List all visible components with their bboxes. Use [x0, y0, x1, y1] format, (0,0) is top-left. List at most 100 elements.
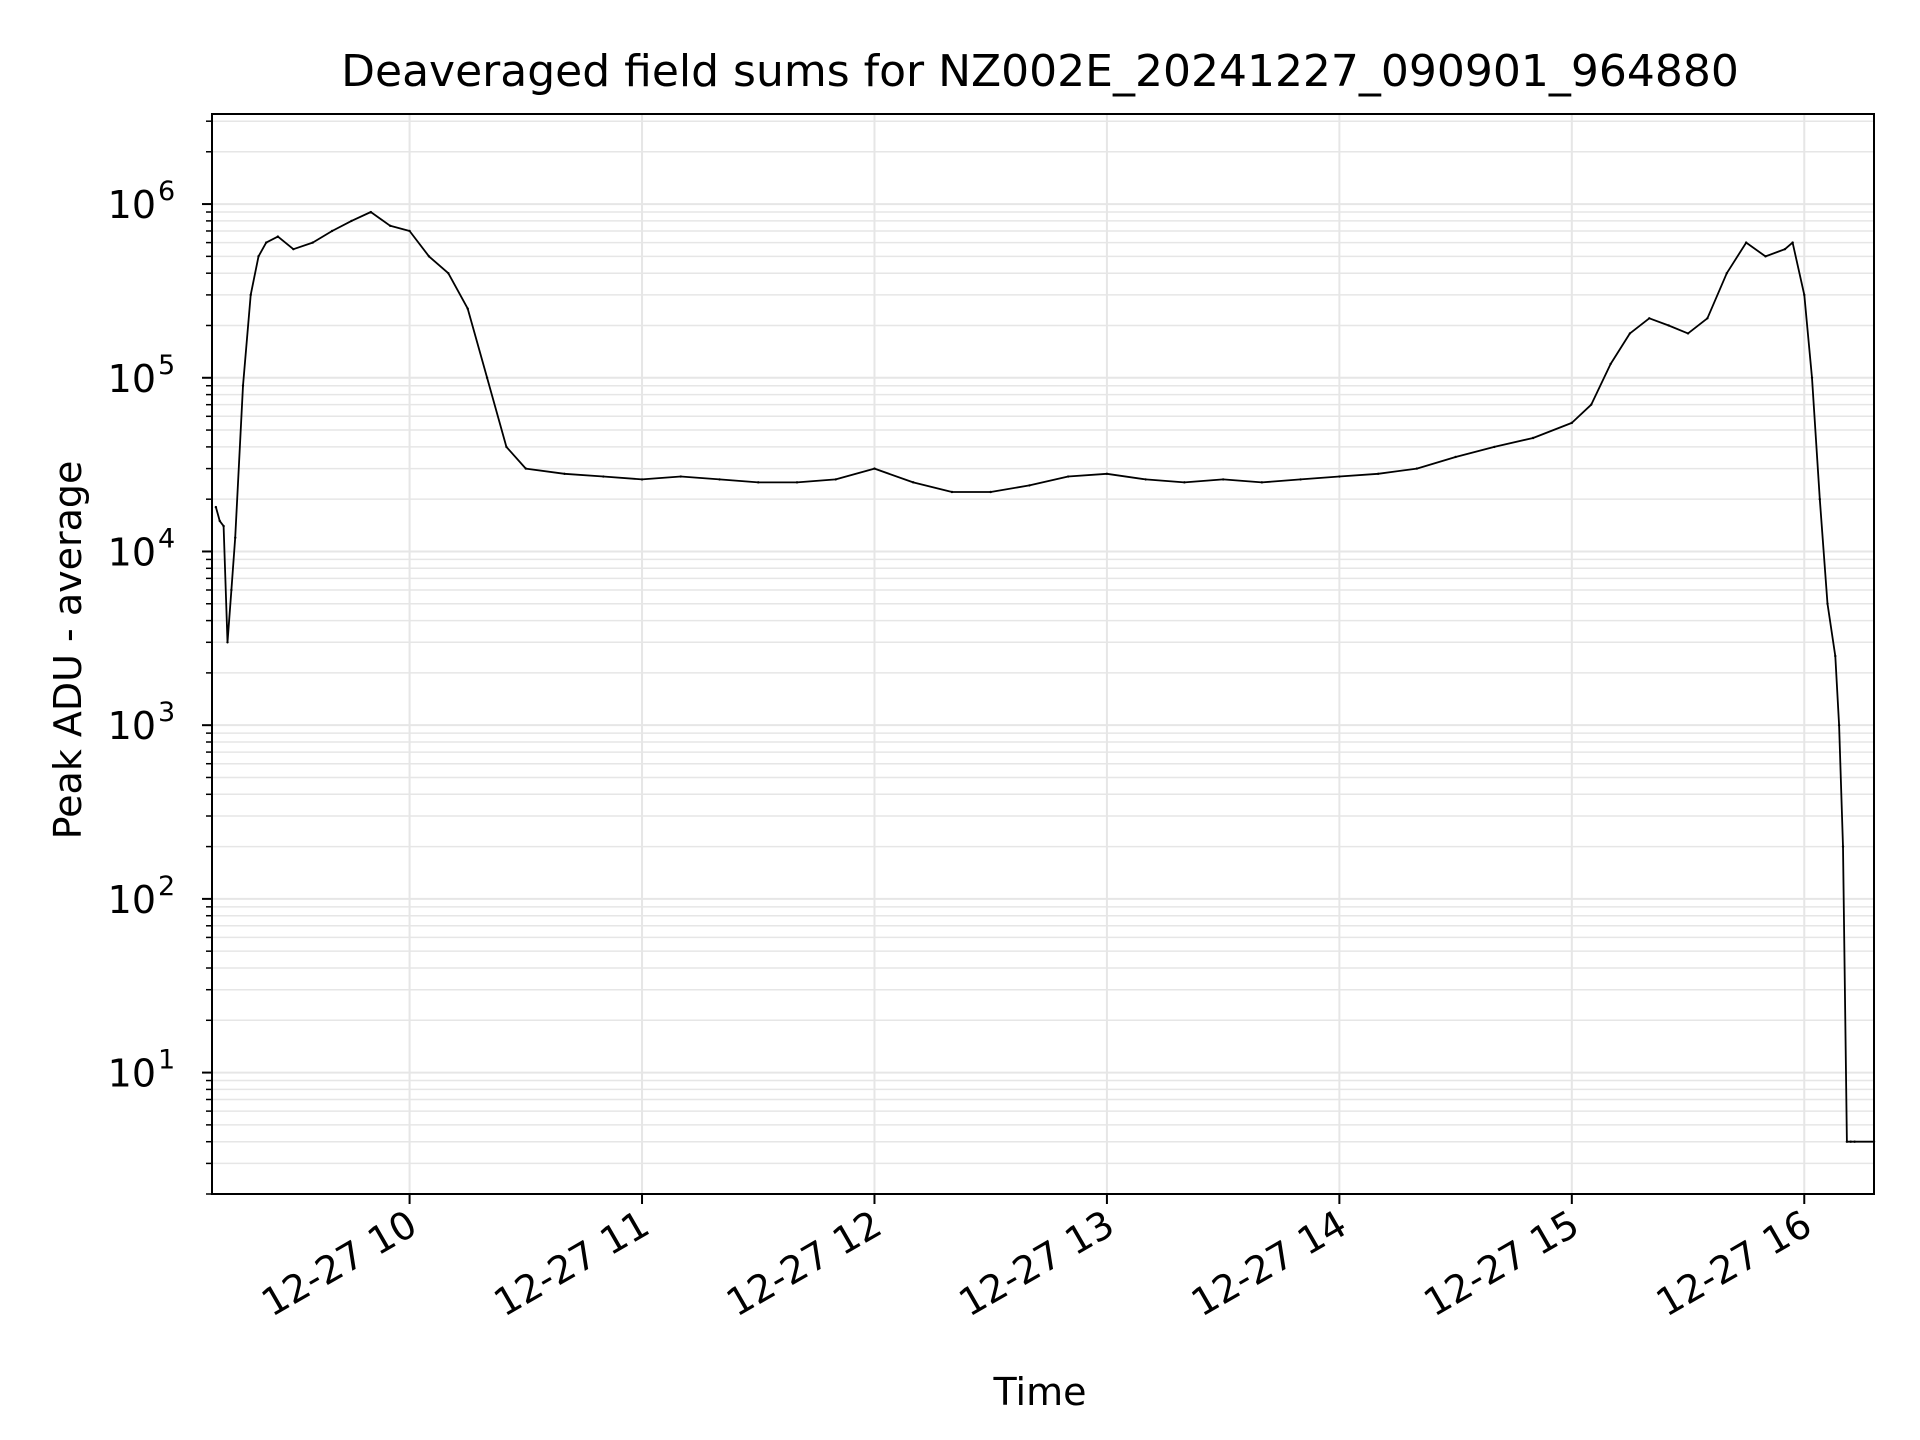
data-point: [1853, 1140, 1856, 1143]
data-point: [1531, 436, 1535, 440]
data-point: [427, 255, 431, 258]
data-point: [1415, 467, 1419, 470]
data-point: [524, 467, 528, 470]
chart-title: Deaveraged field sums for NZ002E_2024122…: [341, 46, 1739, 97]
data-point: [311, 241, 314, 244]
data-point: [1183, 481, 1186, 484]
data-point: [1338, 475, 1341, 478]
y-tick-label: 10: [108, 183, 156, 227]
x-tick-label: 12-27 15: [1416, 1202, 1586, 1326]
data-point: [1845, 1140, 1849, 1143]
data-point: [1826, 602, 1829, 605]
data-point: [466, 307, 469, 310]
data-point: [226, 641, 229, 644]
data-point: [1493, 445, 1496, 449]
data-point: [912, 481, 915, 484]
data-point: [230, 588, 233, 592]
y-tick-label: 10: [108, 704, 156, 748]
y-tick-label: 10: [108, 878, 156, 922]
data-point: [1376, 472, 1380, 476]
x-tick-label: 12-27 11: [487, 1202, 657, 1326]
data-point: [1810, 376, 1814, 379]
data-point: [292, 247, 295, 251]
data-point: [1791, 241, 1794, 244]
data-point: [1028, 484, 1031, 487]
data-point: [950, 490, 954, 494]
data-point: [1609, 362, 1612, 366]
data-point: [757, 481, 760, 484]
data-point: [679, 475, 682, 478]
y-tick-exponent: 5: [158, 350, 175, 381]
y-tick-exponent: 4: [158, 523, 175, 554]
data-point: [1706, 317, 1709, 320]
y-tick-label: 10: [108, 530, 156, 574]
x-tick-label: 12-27 12: [719, 1202, 889, 1326]
data-point: [1066, 475, 1070, 478]
data-point: [602, 475, 605, 478]
data-point: [1783, 247, 1787, 251]
data-point: [214, 505, 218, 509]
x-tick-label: 12-27 13: [951, 1202, 1121, 1326]
y-tick-label: 10: [108, 1052, 156, 1096]
data-point: [1667, 324, 1670, 327]
series-line: [215, 211, 1874, 1143]
data-point: [234, 536, 237, 539]
y-tick-exponent: 2: [158, 871, 175, 902]
data-point: [218, 519, 221, 523]
data-point: [1648, 317, 1651, 320]
data-point: [408, 229, 411, 233]
data-point: [1260, 481, 1264, 484]
y-tick-exponent: 1: [158, 1045, 175, 1076]
data-point: [1818, 497, 1821, 501]
data-point: [1628, 332, 1632, 335]
data-point: [350, 219, 353, 223]
x-tick-label: 12-27 10: [254, 1202, 424, 1326]
data-point: [1686, 332, 1690, 335]
data-point: [1589, 403, 1593, 406]
data-point: [241, 384, 245, 387]
data-point: [447, 271, 450, 275]
data-point: [1725, 271, 1728, 275]
data-point: [265, 241, 268, 244]
data-point: [1837, 723, 1841, 727]
data-point: [1841, 845, 1845, 848]
data-point: [1570, 421, 1574, 425]
x-tick-label: 12-27 14: [1184, 1202, 1354, 1326]
plot-frame: [211, 113, 1875, 1195]
data-point: [795, 481, 799, 484]
data-point: [1764, 255, 1767, 258]
y-axis-label: Peak ADU - average: [46, 461, 90, 840]
data-point: [1299, 478, 1302, 481]
data-point: [330, 229, 334, 233]
data-point: [222, 524, 225, 528]
grid: [212, 114, 1874, 1195]
series-layer: [214, 210, 1876, 1143]
data-point: [1849, 1140, 1852, 1143]
x-tick-label: 12-27 16: [1649, 1202, 1819, 1326]
y-tick-exponent: 3: [158, 697, 175, 728]
data-point: [563, 472, 566, 476]
data-point: [1744, 241, 1748, 244]
data-point: [718, 478, 721, 481]
data-point: [249, 293, 252, 297]
data-point: [1221, 478, 1225, 481]
data-point: [505, 445, 508, 449]
data-point: [1803, 293, 1806, 297]
data-point: [485, 376, 489, 379]
data-point: [640, 478, 644, 481]
data-point: [873, 467, 876, 470]
data-point: [276, 235, 280, 238]
data-point: [257, 255, 260, 258]
x-axis-label: Time: [993, 1370, 1087, 1414]
data-point: [389, 224, 392, 227]
data-point: [1454, 455, 1457, 459]
data-point: [369, 210, 373, 214]
data-point: [989, 490, 992, 494]
y-tick-label: 10: [108, 357, 156, 401]
data-point: [1834, 654, 1837, 658]
data-point: [1144, 478, 1147, 481]
y-tick-exponent: 6: [158, 176, 175, 207]
data-point: [834, 478, 837, 481]
